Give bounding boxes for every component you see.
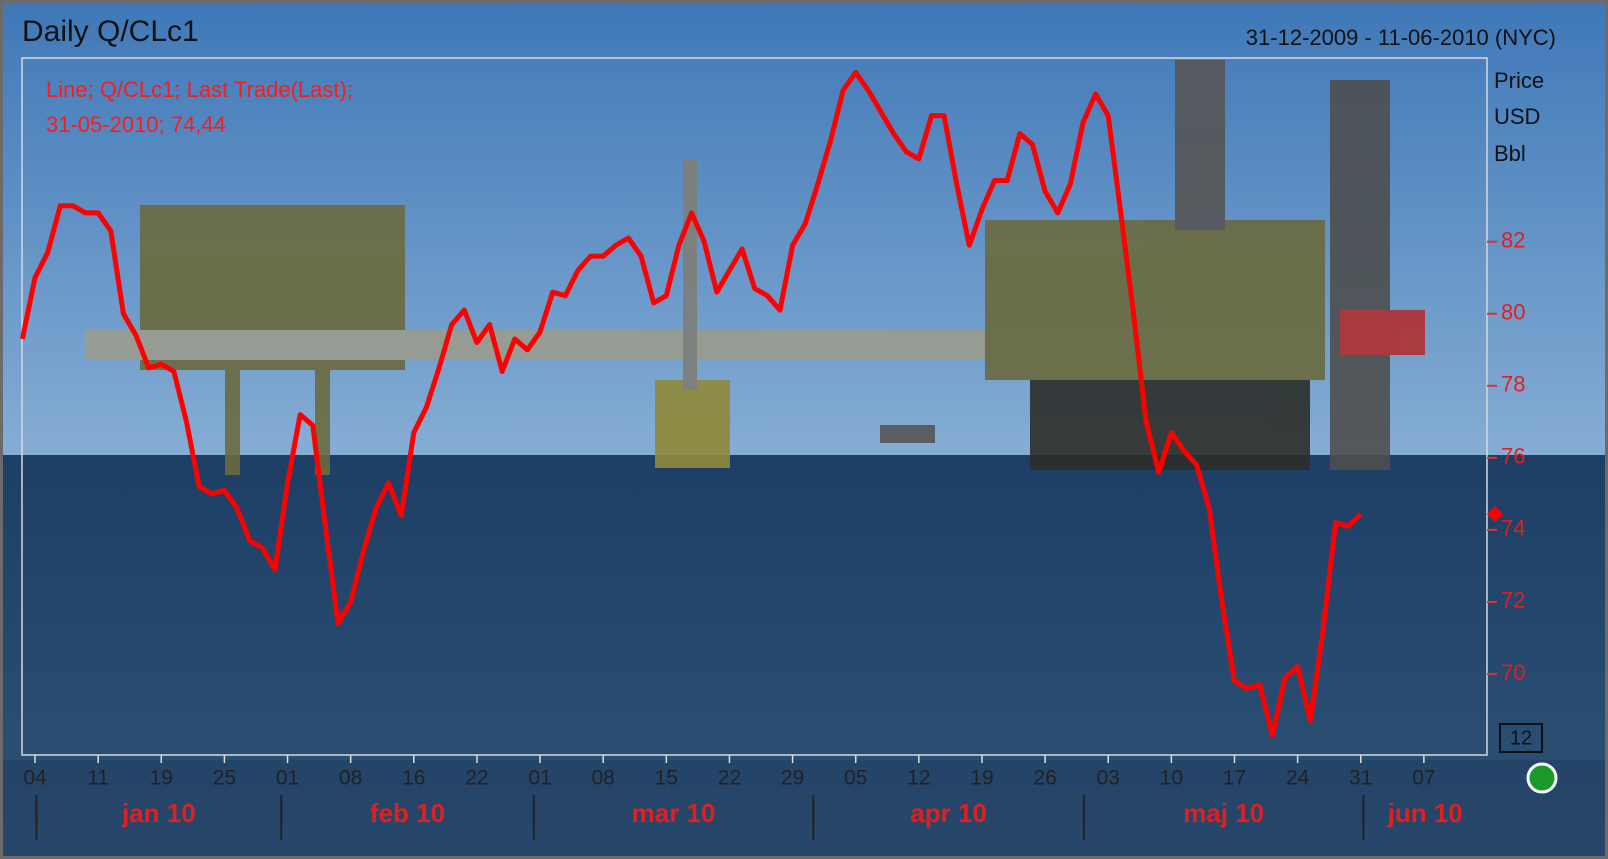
month-label: mar 10 xyxy=(632,798,716,828)
annotation: Line; Q/CLc1; Last Trade(Last); xyxy=(46,77,353,102)
x-tick-label: 19 xyxy=(970,767,993,790)
x-tick-label: 25 xyxy=(213,767,236,790)
x-tick-label: 12 xyxy=(907,767,930,790)
x-tick-label: 22 xyxy=(465,767,488,790)
chart-title: Daily Q/CLc1 xyxy=(22,15,199,48)
x-tick-label: 01 xyxy=(276,767,299,790)
x-tick-label: 15 xyxy=(655,767,678,790)
x-tick-label: 08 xyxy=(339,767,362,790)
x-tick-label: 17 xyxy=(1223,767,1246,790)
x-tick-label: 04 xyxy=(23,767,47,790)
y-tick-label: 82 xyxy=(1501,228,1525,253)
x-tick-label: 03 xyxy=(1097,767,1120,790)
x-tick-label: 16 xyxy=(402,767,425,790)
x-tick-label: 19 xyxy=(150,767,173,790)
x-tick-label: 10 xyxy=(1160,767,1183,790)
month-label: apr 10 xyxy=(910,798,987,828)
corner-box-label: 12 xyxy=(1510,727,1532,749)
axis-band xyxy=(3,760,1605,856)
unit-label: USD xyxy=(1494,104,1540,129)
x-tick-label: 11 xyxy=(87,767,109,790)
x-tick-label: 29 xyxy=(781,767,804,790)
x-tick-label: 31 xyxy=(1349,767,1372,790)
x-tick-label: 05 xyxy=(844,767,867,790)
month-label: jan 10 xyxy=(121,798,196,828)
month-label: maj 10 xyxy=(1183,798,1264,828)
y-tick-label: 70 xyxy=(1501,660,1525,685)
unit-label: Price xyxy=(1494,68,1544,93)
status-indicator xyxy=(1526,762,1558,794)
y-tick-label: 76 xyxy=(1501,444,1525,469)
price-line xyxy=(19,69,1363,738)
x-tick-label: 22 xyxy=(718,767,741,790)
y-tick-label: 80 xyxy=(1501,300,1525,325)
last-value-marker xyxy=(1487,506,1503,523)
date-range: 31-12-2009 - 11-06-2010 (NYC) xyxy=(1246,25,1556,50)
x-tick-label: 26 xyxy=(1033,767,1056,790)
corner-box xyxy=(1499,723,1543,753)
x-tick-label: 01 xyxy=(528,767,551,790)
plot-frame xyxy=(21,57,1488,756)
x-tick-label: 24 xyxy=(1286,767,1310,790)
y-tick-label: 78 xyxy=(1501,372,1525,397)
unit-label: Bbl xyxy=(1494,141,1526,166)
annotation: 31-05-2010; 74,44 xyxy=(46,112,226,137)
x-tick-label: 07 xyxy=(1412,767,1435,790)
y-tick-label: 72 xyxy=(1501,588,1525,613)
month-label: feb 10 xyxy=(370,798,445,828)
x-tick-label: 08 xyxy=(592,767,615,790)
month-label: jun 10 xyxy=(1387,798,1463,828)
y-tick-label: 74 xyxy=(1501,516,1525,541)
